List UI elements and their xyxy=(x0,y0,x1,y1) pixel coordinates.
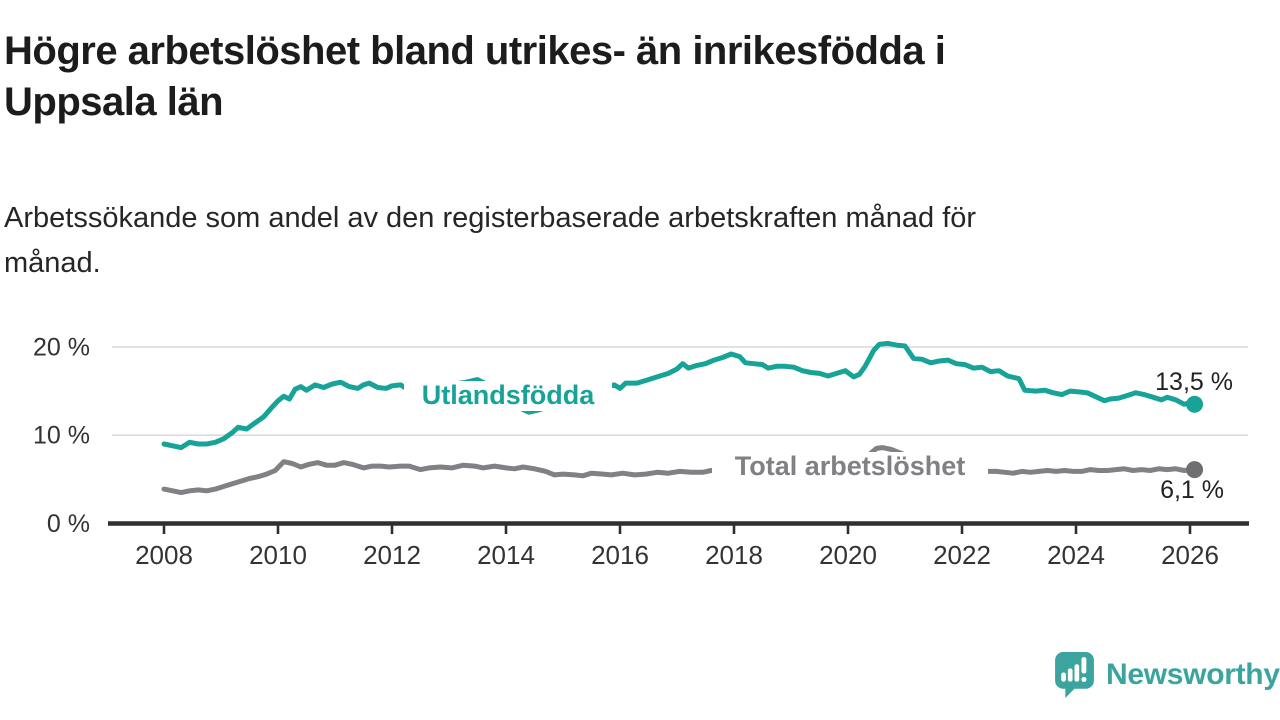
x-tick-label: 2016 xyxy=(591,540,649,570)
title-line-1: Högre arbetslöshet bland utrikes- än inr… xyxy=(4,29,946,73)
series-label: Utlandsfödda xyxy=(422,380,595,410)
x-axis: 2008 2010 2012 2014 2016 2018 2020 2022 2024 2026 xyxy=(108,521,1249,570)
gridlines: 0 % 10 % 20 % xyxy=(33,333,1248,538)
newsworthy-logo: Newsworthy xyxy=(1054,651,1280,698)
newsworthy-bubble-chart-icon xyxy=(1055,652,1094,698)
series-line-total xyxy=(161,445,1198,496)
series-end-dot xyxy=(1186,461,1204,479)
series-label-halo xyxy=(712,452,988,481)
series-labels: Utlandsfödda 13,5 % Total arbetslöshet 6,1 … xyxy=(404,368,1233,504)
subtitle-line-1: Arbetssökande som andel av den registerb… xyxy=(4,202,977,234)
bar-small xyxy=(1061,672,1066,682)
x-tick-label: 2010 xyxy=(249,540,307,570)
bar-medium xyxy=(1067,668,1073,682)
series-lines xyxy=(161,340,1198,496)
page-title: Högre arbetslöshet bland utrikes- än inr… xyxy=(4,26,1184,128)
x-tick-label: 2022 xyxy=(933,540,991,570)
series-end-dot xyxy=(1186,395,1204,413)
x-tick-label: 2026 xyxy=(1161,540,1219,570)
x-tick-label: 2020 xyxy=(819,540,877,570)
y-tick-label: 10 % xyxy=(33,422,90,450)
series-line-utlandsfodda xyxy=(161,340,1198,451)
series-label-halo xyxy=(404,381,612,411)
exclamation-stem xyxy=(1081,657,1087,674)
chart-subtitle: Arbetssökande som andel av den registerb… xyxy=(4,196,1184,286)
y-tick-label: 20 % xyxy=(33,333,90,361)
x-tick-label: 2018 xyxy=(705,540,763,570)
series-label: Total arbetslöshet xyxy=(735,451,966,481)
series-end-value: 6,1 % xyxy=(1160,476,1224,504)
x-tick-label: 2012 xyxy=(363,540,421,570)
bar-large xyxy=(1074,664,1080,682)
title-line-2: Uppsala län xyxy=(4,80,224,124)
x-tick-label: 2024 xyxy=(1047,540,1105,570)
x-tick-label: 2008 xyxy=(135,540,193,570)
newsworthy-wordmark: Newsworthy xyxy=(1106,657,1280,691)
series-end-value: 13,5 % xyxy=(1155,368,1233,396)
y-tick-label: 0 % xyxy=(47,510,90,538)
x-tick-label: 2014 xyxy=(477,540,535,570)
subtitle-line-2: månad. xyxy=(4,247,101,279)
exclamation-dot xyxy=(1081,676,1087,682)
